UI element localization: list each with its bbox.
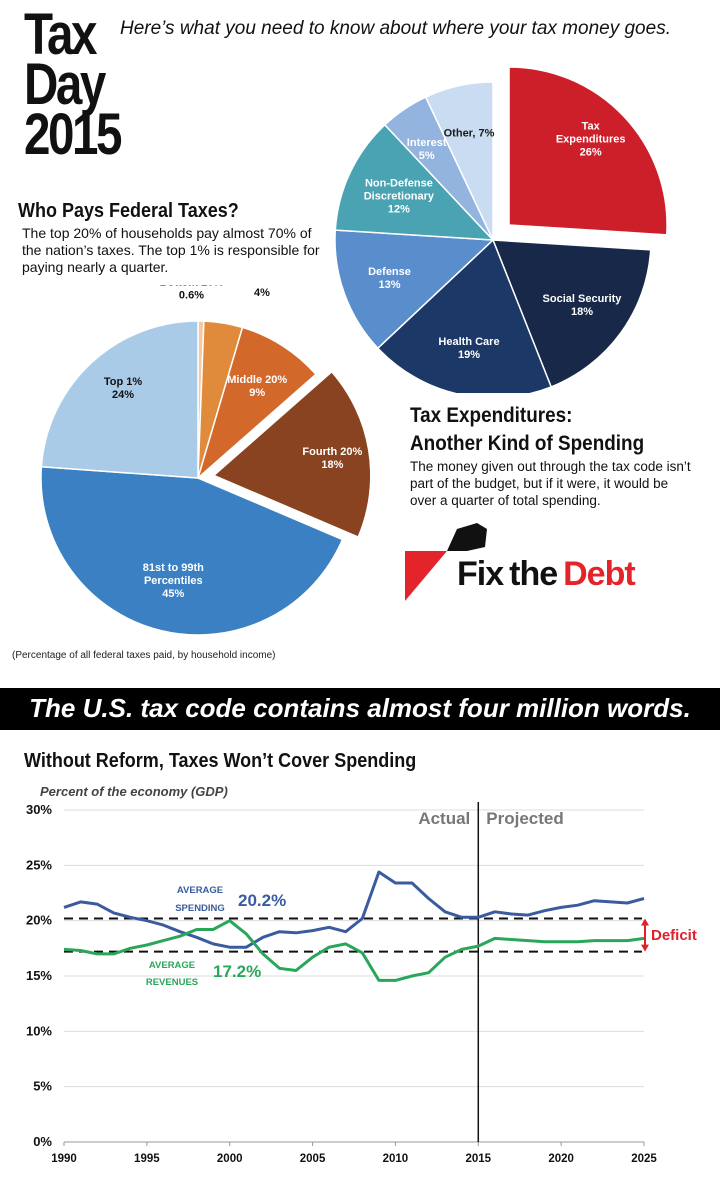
title-line-tax: Tax	[24, 2, 98, 67]
budget-slice-label-other-7-0: Other, 7%	[444, 128, 495, 140]
taxes-slice-label-bottom-20-1: 0.6%	[179, 290, 204, 302]
y-tick-label-15: 15%	[26, 968, 52, 983]
logo-text-the: the	[509, 555, 558, 593]
title-line-year: 2015	[24, 102, 122, 167]
x-tick-label-2025: 2025	[631, 1153, 657, 1165]
logo-mark-icon	[405, 523, 487, 601]
actual-label: Actual	[418, 809, 470, 828]
taxes-slice-label-81st-to-99th-2: 45%	[162, 588, 184, 600]
tax-exp-heading: Tax Expenditures: Another Kind of Spendi…	[410, 402, 644, 458]
series-line-spending	[63, 870, 645, 949]
taxes-pie-note: (Percentage of all federal taxes paid, b…	[12, 650, 276, 661]
budget-slice-other-7	[424, 81, 494, 241]
avg-spending-value: 20.2%	[238, 891, 286, 910]
y-tick-label-20: 20%	[26, 913, 52, 928]
deficit-arrow-head-down-icon	[641, 944, 649, 952]
banner-text: The U.S. tax code contains almost four m…	[29, 693, 691, 723]
x-tick-label-2010: 2010	[383, 1153, 409, 1165]
page-title: Tax Day 2015	[24, 2, 122, 167]
projected-label: Projected	[486, 809, 563, 828]
budget-slice-label-interest-1: 5%	[419, 150, 435, 162]
deficit-arrow-head-up-icon	[641, 918, 649, 926]
budget-slice-tax	[508, 66, 668, 236]
y-tick-label-0: 0%	[33, 1134, 52, 1149]
budget-slice-label-interest-0: Interest	[407, 137, 447, 149]
y-tick-label-5: 5%	[33, 1079, 52, 1094]
tax-exp-heading-line2: Another Kind of Spending	[410, 432, 645, 455]
taxes-slice-label-fourth-20-0: Fourth 20%	[302, 446, 362, 458]
taxes-slice-top-1	[40, 320, 199, 479]
budget-slice-label-non-defense-0: Non-Defense	[365, 178, 433, 190]
x-tick-label-2005: 2005	[300, 1153, 326, 1165]
budget-slice-non-defense	[334, 123, 495, 241]
y-tick-label-25: 25%	[26, 857, 52, 872]
taxes-slice-middle-20	[196, 326, 317, 481]
budget-slice-label-tax-2: 26%	[580, 146, 602, 158]
budget-slice-label-non-defense-2: 12%	[388, 204, 410, 216]
fix-the-debt-logo: Fix the Debt	[405, 523, 685, 603]
line-chart-title: Without Reform, Taxes Won’t Cover Spendi…	[24, 750, 417, 772]
budget-slice-social-security	[491, 239, 652, 388]
series-line-revenues	[63, 919, 645, 982]
taxes-slice-label-top-1-0: Top 1%	[104, 376, 143, 388]
taxes-slice-label-81st-to-99th-1: Percentiles	[144, 575, 203, 587]
taxes-slice-label-bottom-20-0: Bottom 20%	[160, 285, 224, 289]
avg-revenues-label-line2: REVENUES	[146, 977, 198, 988]
y-tick-label-30: 30%	[26, 802, 52, 817]
budget-slice-health-care	[376, 238, 553, 393]
taxes-slice-label-middle-20-1: 9%	[249, 387, 265, 399]
y-tick-label-10: 10%	[26, 1023, 52, 1038]
banner: The U.S. tax code contains almost four m…	[0, 688, 720, 730]
y-axis-label: Percent of the economy (GDP)	[40, 784, 228, 799]
taxes-slice-label-top-1-1: 24%	[112, 389, 134, 401]
taxes-slice-fourth-20	[212, 370, 370, 538]
deficit-label: Deficit	[651, 927, 697, 944]
taxes-slice-label-81st-to-99th-0: 81st to 99th	[143, 562, 204, 574]
gdp-line-chart: Percent of the economy (GDP) 0% 5% 10% 15% 20…	[26, 784, 697, 1165]
who-pays-text: The top 20% of households pay almost 70%…	[22, 225, 320, 275]
who-pays-heading: Who Pays Federal Taxes?	[18, 200, 239, 222]
tax-exp-text: The money given out through the tax code…	[410, 459, 691, 508]
avg-spending-label-line1: AVERAGE	[177, 885, 223, 896]
budget-slice-label-social-security-0: Social Security	[543, 293, 623, 305]
title-line-day: Day	[24, 52, 106, 117]
avg-spending-label-line2: SPENDING	[175, 903, 225, 914]
x-tick-label-2020: 2020	[548, 1153, 574, 1165]
budget-slice-label-social-security-1: 18%	[571, 306, 593, 318]
taxes-slice-81st-to-99th	[40, 465, 344, 636]
taxes-slice-label-middle-20-0: Middle 20%	[227, 374, 287, 386]
taxes-pie-chart: Bottom 20%0.6% Second 20%4% Middle 20%9% Fo…	[40, 285, 370, 636]
x-tick-label-1995: 1995	[134, 1153, 160, 1165]
x-tick-label-1990: 1990	[51, 1153, 77, 1165]
tax-exp-heading-line1: Tax Expenditures:	[410, 404, 573, 427]
budget-slice-label-tax-1: Expenditures	[556, 133, 626, 145]
x-tick-label-2000: 2000	[217, 1153, 243, 1165]
budget-slice-label-health-care-1: 19%	[458, 349, 480, 361]
x-tick-label-2015: 2015	[465, 1153, 491, 1165]
avg-revenues-label-line1: AVERAGE	[149, 960, 195, 971]
tagline: Here’s what you need to know about where…	[120, 18, 671, 39]
taxes-slice-label-second-20-1: 4%	[254, 287, 270, 299]
avg-revenues-value: 17.2%	[213, 962, 261, 981]
taxes-slice-label-fourth-20-1: 18%	[321, 459, 343, 471]
budget-slice-label-non-defense-1: Discretionary	[364, 191, 435, 203]
budget-slice-label-tax-0: Tax	[582, 120, 601, 132]
logo-text-fix: Fix	[457, 555, 504, 593]
taxes-slice-label-second-20-0: Second 20%	[230, 285, 295, 286]
budget-slice-label-defense-0: Defense	[368, 266, 411, 278]
logo-text-debt: Debt	[563, 555, 636, 593]
budget-slice-label-defense-1: 13%	[378, 279, 400, 291]
budget-slice-defense	[334, 229, 495, 350]
budget-slice-label-health-care-0: Health Care	[438, 336, 499, 348]
